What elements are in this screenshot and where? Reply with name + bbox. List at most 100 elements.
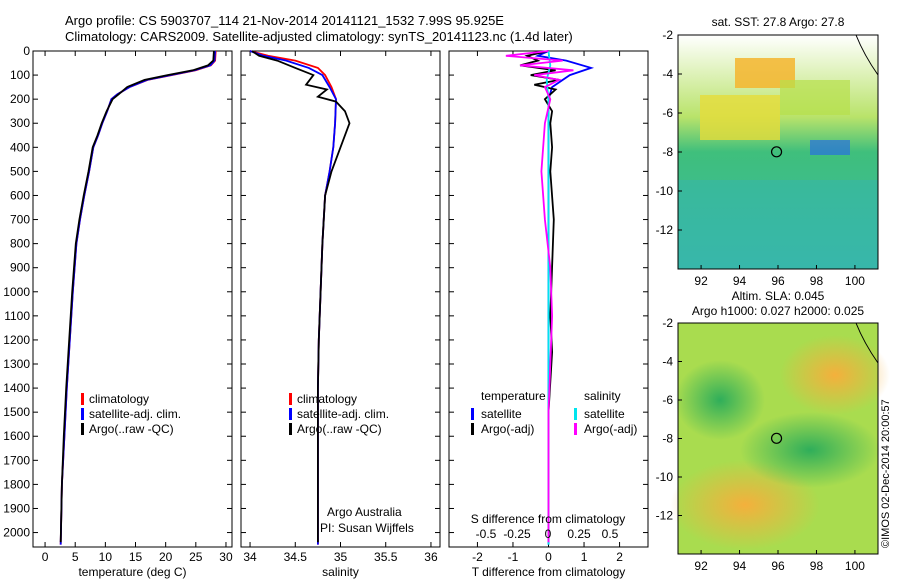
series-line-2 bbox=[59, 50, 216, 545]
legend-label: satellite bbox=[584, 407, 625, 421]
depth-tick-label: 700 bbox=[10, 213, 30, 227]
depth-tick-label: 600 bbox=[10, 188, 30, 202]
map-title-line2: Argo h1000: 0.027 h2000: 0.025 bbox=[692, 304, 864, 318]
lon-tick-label: 96 bbox=[771, 274, 785, 288]
lon-tick-label: 96 bbox=[771, 559, 785, 573]
depth-tick-label: 300 bbox=[10, 116, 30, 130]
legend-temp-heading: temperature bbox=[481, 389, 546, 403]
depth-tick-label: 0 bbox=[23, 44, 30, 58]
x-tick-label: 36 bbox=[424, 550, 438, 564]
depth-tick-label: 1100 bbox=[4, 309, 30, 323]
lat-tick-label: -8 bbox=[662, 432, 673, 446]
depth-tick-label: 2000 bbox=[3, 526, 30, 540]
x-tick-label: 2 bbox=[616, 550, 623, 564]
lat-tick-label: -2 bbox=[662, 28, 673, 42]
lat-tick-label: -4 bbox=[662, 67, 673, 81]
depth-tick-label: 1800 bbox=[3, 477, 30, 491]
salinity-panel: 34 34.5 35 35.5 36 salinity climatologysatelli… bbox=[240, 50, 441, 579]
lat-tick-label: -10 bbox=[656, 184, 674, 198]
legend-sal-heading: salinity bbox=[584, 389, 621, 403]
series-line-1 bbox=[59, 50, 217, 545]
profile-title: Argo profile: CS 5903707_114 21-Nov-2014… bbox=[65, 13, 504, 28]
legend-swatch bbox=[81, 408, 84, 420]
x-tick-label: 35.5 bbox=[374, 550, 398, 564]
legend-swatch bbox=[574, 408, 577, 420]
lat-tick-label: -2 bbox=[662, 316, 673, 330]
x-tick-label: 10 bbox=[99, 550, 113, 564]
map-title-line1: Altim. SLA: 0.045 bbox=[732, 289, 825, 303]
legend-swatch bbox=[81, 393, 84, 405]
legend-label: Argo(-adj) bbox=[481, 422, 534, 436]
depth-tick-label: 1600 bbox=[3, 429, 30, 443]
s-tick-label: 0.25 bbox=[567, 527, 591, 541]
depth-tick-label: 1200 bbox=[3, 333, 30, 347]
lat-tick-label: -4 bbox=[662, 355, 673, 369]
series-line-1 bbox=[534, 50, 595, 545]
depth-tick-label: 1400 bbox=[3, 381, 30, 395]
lat-tick-label: -12 bbox=[656, 223, 674, 237]
depth-tick-label: 900 bbox=[10, 261, 30, 275]
depth-tick-label: 100 bbox=[10, 68, 30, 82]
series-line-3 bbox=[545, 50, 552, 545]
legend-swatch bbox=[471, 423, 474, 435]
depth-tick-label: 1000 bbox=[3, 285, 30, 299]
climatology-title: Climatology: CARS2009. Satellite-adjuste… bbox=[65, 29, 573, 44]
plot-frame bbox=[240, 50, 441, 548]
x-tick-label: 20 bbox=[159, 550, 173, 564]
plot-frame bbox=[32, 50, 233, 548]
lon-tick-label: 98 bbox=[810, 274, 824, 288]
sla-map: -2 -4 -6 -8 -10 -12 92 94 96 98 100 Altim. SLA: 0.0… bbox=[656, 289, 890, 573]
x-axis-label: salinity bbox=[322, 565, 359, 579]
x-tick-label: -2 bbox=[472, 550, 483, 564]
depth-tick-label: 500 bbox=[10, 164, 30, 178]
series-line-2 bbox=[519, 50, 560, 543]
depth-tick-label: 1700 bbox=[3, 453, 30, 467]
depth-tick-label: 800 bbox=[10, 237, 30, 251]
x-tick-label: 34.5 bbox=[284, 550, 308, 564]
x-tick-label: 0 bbox=[545, 550, 552, 564]
float-marker bbox=[770, 432, 783, 444]
x-tick-label: -1 bbox=[508, 550, 519, 564]
legend-swatch bbox=[471, 408, 474, 420]
depth-tick-label: 1900 bbox=[3, 501, 30, 515]
coastline bbox=[855, 322, 879, 364]
x-tick-label: 0 bbox=[42, 550, 49, 564]
lon-tick-label: 100 bbox=[845, 274, 865, 288]
depth-tick-label: 400 bbox=[10, 140, 30, 154]
float-marker bbox=[770, 146, 783, 158]
s-tick-label: 0.5 bbox=[602, 527, 619, 541]
legend-label: climatology bbox=[297, 392, 357, 406]
lat-tick-label: -12 bbox=[656, 509, 674, 523]
sst-map: -2 -4 -6 -8 -10 -12 92 94 96 98 100 sat. SST: 27.8 … bbox=[656, 15, 879, 288]
x-tick-label: 30 bbox=[219, 550, 233, 564]
s-axis-label: S difference from climatology bbox=[471, 512, 626, 526]
depth-tick-label: 200 bbox=[10, 92, 30, 106]
legend-swatch bbox=[289, 423, 292, 435]
lat-tick-label: -10 bbox=[656, 470, 674, 484]
x-tick-label: 1 bbox=[581, 550, 588, 564]
legend-swatch bbox=[289, 393, 292, 405]
lat-tick-label: -8 bbox=[662, 145, 673, 159]
x-tick-label: 34 bbox=[243, 550, 257, 564]
legend-label: Argo(-adj) bbox=[584, 422, 637, 436]
temperature-panel: 0 5 10 15 20 25 30 temperature (deg C) 0 100 200 30… bbox=[3, 44, 233, 579]
coastline bbox=[855, 34, 879, 76]
depth-tick-label: 1500 bbox=[3, 405, 30, 419]
x-tick-label: 35 bbox=[334, 550, 348, 564]
attribution-line2: PI: Susan Wijffels bbox=[320, 521, 414, 535]
s-tick-label: 0 bbox=[545, 527, 552, 541]
s-tick-label: -0.5 bbox=[476, 527, 497, 541]
lon-tick-label: 94 bbox=[733, 559, 747, 573]
legend-label: satellite bbox=[481, 407, 522, 421]
x-tick-label: 5 bbox=[72, 550, 79, 564]
legend-label: Argo(..raw -QC) bbox=[297, 422, 382, 436]
timestamp-stamp: ©IMOS 02-Dec-2014 20:00:57 bbox=[880, 399, 892, 548]
legend-label: climatology bbox=[89, 392, 149, 406]
legend-label: Argo(..raw -QC) bbox=[89, 422, 174, 436]
legend-label: satellite-adj. clim. bbox=[89, 407, 181, 421]
lat-tick-label: -6 bbox=[662, 393, 673, 407]
x-tick-label: 25 bbox=[189, 550, 203, 564]
series-line-2 bbox=[249, 50, 337, 545]
lon-tick-label: 94 bbox=[733, 274, 747, 288]
